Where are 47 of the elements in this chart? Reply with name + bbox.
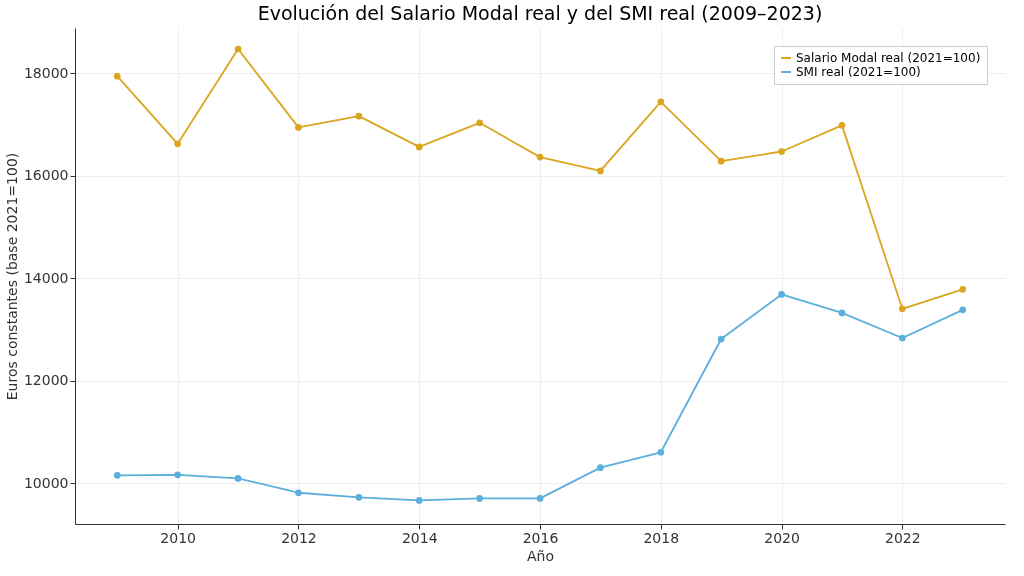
point <box>174 471 182 479</box>
x-tick-label: 2012 <box>281 529 317 546</box>
point <box>295 489 302 497</box>
point <box>597 464 604 471</box>
point <box>234 45 242 53</box>
point <box>113 471 121 479</box>
x-tick-label: 2018 <box>643 529 680 546</box>
point <box>355 112 363 120</box>
y-axis-title: Euros constantes (base 2021=100) <box>3 152 20 401</box>
y-tick-label: 10000 <box>23 474 69 491</box>
point <box>295 124 302 131</box>
point <box>234 475 242 482</box>
x-tick-label: 2022 <box>885 529 921 546</box>
point <box>476 495 483 502</box>
point <box>415 497 423 504</box>
point <box>717 157 725 165</box>
point <box>536 153 544 161</box>
point <box>174 140 182 148</box>
point <box>113 72 121 80</box>
x-tick-label: 2020 <box>764 529 800 546</box>
point <box>657 98 665 106</box>
y-tick-label: 18000 <box>23 64 69 81</box>
point <box>415 143 423 151</box>
point <box>959 306 967 314</box>
point <box>778 291 785 298</box>
point <box>355 494 363 501</box>
point <box>597 167 604 175</box>
point <box>838 122 846 129</box>
point <box>717 335 725 343</box>
legend-label: SMI real (2021=100) <box>796 65 921 79</box>
x-tick-label: 2014 <box>401 529 438 546</box>
point <box>536 495 544 502</box>
x-axis-title: Año <box>526 547 555 564</box>
point <box>657 448 665 456</box>
point <box>898 305 906 313</box>
x-tick-label: 2016 <box>522 529 559 546</box>
point <box>838 309 846 317</box>
y-tick-label: 12000 <box>23 372 69 389</box>
point <box>476 119 483 127</box>
y-tick-label: 16000 <box>23 167 69 184</box>
point <box>778 148 785 155</box>
x-tick-label: 2010 <box>160 529 196 546</box>
legend-label: Salario Modal real (2021=100) <box>796 51 981 65</box>
point <box>959 285 967 293</box>
chart-title: Evolución del Salario Modal real y del SMI real (2009–2023) <box>257 2 823 24</box>
y-tick-label: 14000 <box>23 269 69 286</box>
point <box>898 334 906 342</box>
